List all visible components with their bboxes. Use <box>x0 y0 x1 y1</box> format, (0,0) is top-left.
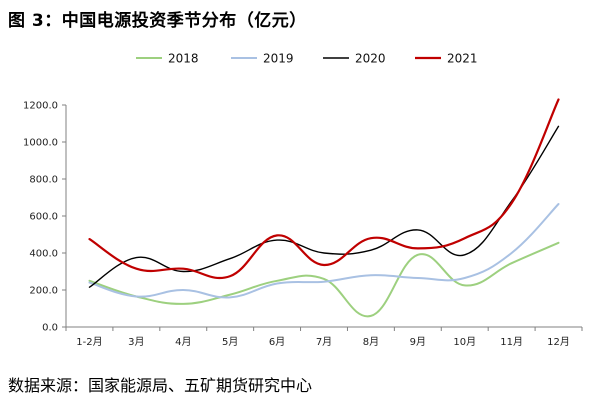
data-source-note: 数据来源：国家能源局、五矿期货研究中心 <box>8 376 313 395</box>
x-tick-label: 9月 <box>410 336 426 348</box>
y-tick-label: 600.0 <box>29 212 58 223</box>
x-tick-label: 3月 <box>128 336 144 348</box>
x-tick-label: 8月 <box>363 336 379 348</box>
x-tick-label: 10月 <box>453 336 476 348</box>
x-tick-label: 4月 <box>175 336 191 348</box>
series-line-2020 <box>88 125 560 288</box>
legend-label-2020: 2020 <box>355 52 386 66</box>
x-tick-label: 7月 <box>316 336 332 348</box>
y-tick-label: 1000.0 <box>23 138 58 149</box>
chart-series <box>88 98 560 318</box>
legend-label-2019: 2019 <box>263 52 294 66</box>
chart-title: 图 3：中国电源投资季节分布（亿元） <box>8 11 307 31</box>
x-tick-label: 11月 <box>500 336 523 348</box>
series-line-2019 <box>88 203 560 299</box>
y-tick-label: 200.0 <box>29 286 58 297</box>
x-tick-label: 5月 <box>222 336 238 348</box>
legend-label-2021: 2021 <box>447 52 478 66</box>
y-tick-label: 400.0 <box>29 249 58 260</box>
x-tick-label: 6月 <box>269 336 285 348</box>
x-tick-label: 1-2月 <box>76 336 102 348</box>
y-tick-label: 800.0 <box>29 175 58 186</box>
y-tick-label: 0.0 <box>42 323 58 334</box>
chart-legend: 2018 2019 2020 2021 <box>136 52 478 66</box>
series-line-2021 <box>88 98 560 280</box>
x-tick-label: 12月 <box>547 336 570 348</box>
series-line-2018 <box>88 241 560 318</box>
legend-label-2018: 2018 <box>168 52 199 66</box>
y-tick-label: 1200.0 <box>23 101 58 112</box>
chart-axes: 0.0 200.0 400.0 600.0 800.0 1000.0 1200.0 1-2月 3… <box>23 101 583 348</box>
